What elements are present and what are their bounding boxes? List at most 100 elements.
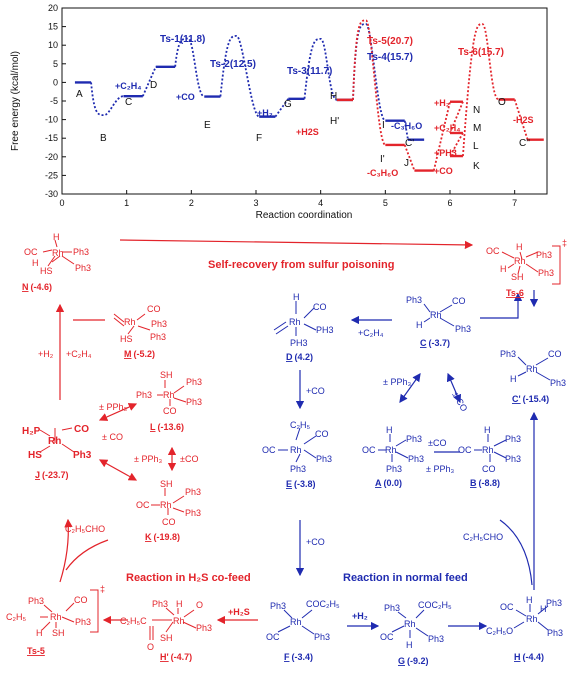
lbl-pmpph3: ± PPh₃: [383, 377, 411, 387]
svg-text:CO: CO: [482, 464, 496, 474]
svg-text:CO: CO: [548, 349, 562, 359]
svg-text:COC₂H₅: COC₂H₅: [418, 600, 452, 610]
svg-text:Rh: Rh: [290, 445, 302, 455]
y-tick-label: 10: [48, 40, 58, 50]
svg-text:Ph3: Ph3: [536, 250, 552, 260]
y-ticks: -30 -25 -20 -15 -10 -5 0 5 10 15 20: [45, 3, 66, 199]
svg-text:H: H: [293, 292, 300, 302]
step-red-ph3: +PH3: [434, 148, 457, 158]
label-J: J: [404, 158, 409, 169]
svg-text:CO: CO: [163, 406, 177, 416]
svg-text:O: O: [196, 600, 203, 610]
structure-A: H OC Rh Ph3 Ph3 Ph3 A (0.0): [362, 425, 424, 488]
ts2-label: Ts-2(12.5): [210, 59, 256, 70]
svg-text:HS: HS: [28, 450, 42, 461]
x-tick-label: 4: [318, 198, 323, 208]
lbl-co1: +CO: [306, 386, 325, 396]
svg-text:H: H: [36, 628, 43, 638]
structure-F: Ph3 COC₂H₅ Rh OC Ph3 F (-3.4): [266, 599, 340, 662]
label-C: C: [125, 97, 132, 108]
x-tick-label: 0: [59, 198, 64, 208]
label-D-text: D (4.2): [286, 352, 313, 362]
svg-text:HS: HS: [40, 266, 53, 276]
label-H: H: [330, 91, 337, 102]
lbl-prop: C₂H₅CHO: [463, 532, 503, 542]
svg-text:H: H: [406, 640, 413, 650]
svg-text:CO: CO: [313, 302, 327, 312]
y-tick-label: -15: [45, 133, 58, 143]
lbl-pmpph3-2: ± PPh₃: [426, 464, 454, 474]
structure-Ts5: Ph3 CO C₂H₅ Rh Ph3 H SH ‡ Ts-5: [6, 584, 105, 656]
y-tick-label: 20: [48, 3, 58, 13]
svg-text:Ph3: Ph3: [546, 598, 562, 608]
label-Hp: H': [330, 116, 339, 127]
svg-text:Ph3: Ph3: [386, 464, 402, 474]
connector: [403, 144, 416, 171]
connector: [432, 101, 451, 171]
svg-text:OC: OC: [458, 445, 472, 455]
label-Ts6-text: Ts-6: [506, 288, 524, 298]
label-L-text: L (-13.6): [150, 422, 184, 432]
x-tick-label: 5: [383, 198, 388, 208]
svg-text:Rh: Rh: [482, 445, 494, 455]
y-tick-label: -25: [45, 170, 58, 180]
connector: [403, 120, 409, 140]
y-tick-label: -5: [50, 96, 58, 106]
svg-text:Rh: Rh: [173, 616, 185, 626]
label-M-text: M (-5.2): [124, 349, 155, 359]
series-red: [336, 19, 544, 172]
connector: [513, 99, 529, 140]
level-labels: A B C D E F G H H' I I' J C' N M L K O C…: [76, 80, 530, 172]
structure-C: Ph3 CO Rh H Ph3 C (-3.7): [406, 295, 471, 348]
svg-text:Ph3: Ph3: [505, 454, 521, 464]
svg-text:Rh: Rh: [385, 445, 397, 455]
svg-text:Ph3: Ph3: [185, 508, 201, 518]
label-Ts5-text: Ts-5: [27, 646, 45, 656]
ts3-label: Ts-3(11.7): [287, 66, 332, 77]
label-L: L: [473, 141, 479, 152]
structure-B: H OC Rh Ph3 Ph3 CO B (-8.8): [458, 425, 521, 488]
svg-text:H: H: [516, 242, 523, 252]
svg-text:Rh: Rh: [48, 436, 61, 447]
svg-text:H: H: [484, 425, 491, 435]
svg-text:‡: ‡: [100, 584, 105, 594]
structure-J: H₂P Rh CO HS Ph3 J (-23.7): [22, 424, 92, 480]
lbl-c2h4: +C₂H₄: [358, 328, 384, 338]
svg-text:OC: OC: [24, 247, 38, 257]
lbl-l-pph3: ± PPh₃: [99, 402, 127, 412]
label-B: B: [100, 133, 107, 144]
lbl-h2s: +H₂S: [228, 607, 250, 617]
svg-text:C₂H₅: C₂H₅: [6, 612, 26, 622]
structure-L: SH Ph3 Rh Ph3 CO Ph3 L (-13.6): [136, 370, 202, 432]
connector: [174, 37, 206, 98]
connector: [90, 82, 124, 117]
lbl-prop-red: C₂H₅CHO: [65, 524, 105, 534]
svg-text:Rh: Rh: [514, 256, 526, 266]
x-tick-label: 7: [512, 198, 517, 208]
label-Cpp: C'': [519, 138, 530, 149]
connector: [462, 23, 500, 157]
label-Ip: I': [380, 154, 385, 165]
y-tick-label: 15: [48, 22, 58, 32]
y-tick-label: 0: [53, 77, 58, 87]
svg-text:H: H: [176, 599, 183, 609]
structure-M: CO Rh Ph3 HS Ph3 M (-5.2): [113, 304, 167, 359]
lbl-pmco2: ±CO: [428, 438, 446, 448]
svg-text:OC: OC: [500, 602, 514, 612]
svg-text:C₂H₅: C₂H₅: [290, 420, 310, 430]
svg-text:Ph3: Ph3: [505, 434, 521, 444]
svg-text:H: H: [416, 320, 423, 330]
svg-text:CO: CO: [162, 517, 176, 527]
arrow-recovery: [119, 239, 474, 250]
svg-text:Ph3: Ph3: [186, 377, 202, 387]
svg-text:SH: SH: [511, 272, 524, 282]
svg-text:CO: CO: [74, 424, 89, 435]
svg-text:OC: OC: [262, 445, 276, 455]
svg-text:SH: SH: [52, 628, 65, 638]
svg-text:H: H: [53, 232, 60, 242]
structure-Ts6: OC H Rh Ph3 H SH Ph3 ‡ Ts-6: [486, 238, 567, 298]
structure-E: C₂H₅ CO OC Rh Ph3 Ph3 E (-3.8): [262, 420, 332, 489]
svg-text:OC: OC: [266, 632, 280, 642]
svg-text:Rh: Rh: [526, 364, 538, 374]
label-I: I: [382, 120, 385, 131]
